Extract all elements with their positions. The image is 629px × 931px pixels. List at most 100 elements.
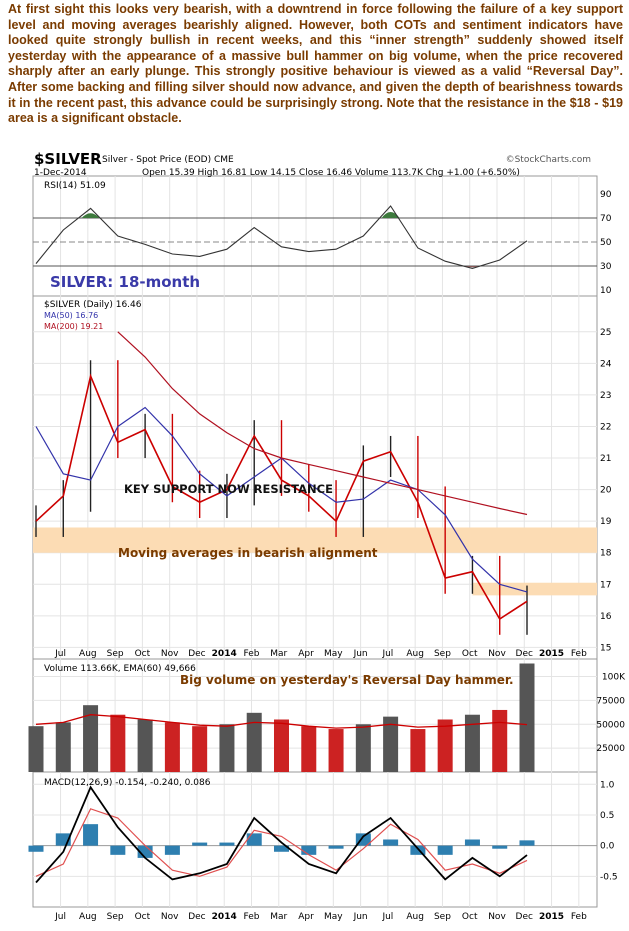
- commentary-text: At first sight this looks very bearish, …: [8, 2, 623, 126]
- rsi-y-tick: 90: [600, 190, 612, 200]
- macd-histogram-bar: [328, 845, 344, 849]
- volume-legend: Volume 113.66K, EMA(60) 49,666: [44, 664, 196, 674]
- macd-x-label: Mar: [270, 912, 287, 922]
- price-y-tick: 23: [600, 391, 611, 401]
- price-x-label: Dec: [188, 649, 205, 659]
- chart-symbol: $SILVER: [34, 150, 102, 168]
- volume-bar: [55, 722, 71, 772]
- volume-bar: [246, 712, 262, 772]
- volume-ema-line: [35, 714, 528, 729]
- volume-y-tick: 50000: [596, 720, 625, 730]
- volume-bar: [137, 719, 153, 772]
- macd-x-label: Oct: [462, 912, 478, 922]
- macd-x-label: May: [324, 912, 343, 922]
- price-x-label: Aug: [406, 649, 424, 659]
- price-panel: [32, 295, 598, 660]
- volume-bar: [164, 722, 180, 772]
- volume-y-tick: 100K: [602, 673, 626, 683]
- ma200-legend: MA(200) 19.21: [44, 322, 103, 331]
- macd-histogram-bar: [410, 845, 426, 855]
- macd-x-label: Jun: [353, 912, 368, 922]
- macd-x-label: Oct: [135, 912, 151, 922]
- macd-histogram-bar: [83, 824, 99, 846]
- price-line: [35, 373, 528, 621]
- ma200-line: [117, 331, 528, 516]
- macd-histogram-bar: [519, 840, 535, 846]
- price-x-label: 2014: [212, 649, 237, 659]
- rsi-legend: RSI(14) 51.09: [44, 181, 106, 191]
- macd-histogram-bar: [383, 839, 399, 846]
- volume-annotation: Big volume on yesterday's Reversal Day h…: [180, 673, 514, 687]
- macd-signal-line: [35, 808, 528, 877]
- price-x-label: Sep: [107, 649, 124, 659]
- price-x-label: Nov: [161, 649, 179, 659]
- volume-bar: [301, 726, 317, 772]
- volume-bar: [492, 709, 508, 772]
- price-y-tick: 19: [600, 517, 612, 527]
- chart-description: Silver - Spot Price (EOD) CME: [102, 155, 234, 165]
- macd-x-label: Aug: [406, 912, 424, 922]
- rsi-line: [35, 205, 528, 269]
- volume-bar: [437, 719, 453, 772]
- price-legend: $SILVER (Daily) 16.46: [44, 300, 142, 310]
- resistance-band-17: [472, 582, 597, 596]
- macd-histogram-bar: [246, 833, 262, 846]
- price-y-tick: 15: [600, 643, 611, 653]
- price-y-tick: 16: [600, 612, 612, 622]
- volume-bar: [219, 724, 235, 772]
- ma50-legend: MA(50) 16.76: [44, 311, 98, 320]
- macd-x-label: Feb: [571, 912, 587, 922]
- volume-bar: [110, 714, 126, 772]
- support-resistance-band: [33, 527, 597, 553]
- macd-x-label: Dec: [188, 912, 205, 922]
- macd-x-label: 2015: [539, 912, 564, 922]
- macd-histogram-bar: [301, 845, 317, 855]
- macd-x-label: Jul: [54, 912, 66, 922]
- price-x-label: Jul: [54, 649, 66, 659]
- volume-bar: [28, 726, 44, 772]
- price-x-label: Mar: [270, 649, 287, 659]
- price-x-label: Jun: [353, 649, 368, 659]
- volume-bar: [83, 705, 99, 772]
- macd-histogram-bar: [110, 845, 126, 855]
- macd-legend: MACD(12,26,9) -0.154, -0.240, 0.086: [44, 778, 211, 788]
- volume-bar: [328, 729, 344, 772]
- price-y-tick: 18: [600, 549, 612, 559]
- rsi-y-tick: 10: [600, 286, 612, 296]
- price-x-label: Dec: [516, 649, 533, 659]
- price-y-tick: 24: [600, 359, 612, 369]
- macd-histogram-bar: [28, 845, 44, 852]
- macd-x-label: 2014: [212, 912, 237, 922]
- price-y-tick: 17: [600, 580, 611, 590]
- volume-bar: [355, 724, 371, 772]
- macd-panel: [32, 771, 598, 908]
- volume-bar: [410, 729, 426, 772]
- volume-bar: [273, 719, 290, 772]
- macd-x-label: Apr: [298, 912, 314, 922]
- price-x-label: May: [324, 649, 343, 659]
- macd-x-label: Sep: [434, 912, 451, 922]
- macd-histogram-bar: [192, 842, 208, 846]
- price-x-label: Aug: [79, 649, 97, 659]
- macd-y-tick: -0.5: [600, 872, 618, 882]
- price-x-label: Jul: [381, 649, 393, 659]
- macd-histogram-bar: [437, 845, 453, 855]
- volume-bar: [383, 716, 399, 772]
- price-y-tick: 21: [600, 454, 611, 464]
- macd-x-label: Nov: [161, 912, 179, 922]
- chart-date: 1-Dec-2014: [34, 168, 87, 178]
- macd-histogram-bar: [273, 845, 290, 852]
- volume-bar: [192, 726, 208, 772]
- price-x-label: Feb: [571, 649, 587, 659]
- price-x-label: Apr: [298, 649, 314, 659]
- price-x-label: Sep: [434, 649, 451, 659]
- price-x-label: Nov: [488, 649, 506, 659]
- price-y-tick: 22: [600, 422, 611, 432]
- volume-y-tick: 75000: [596, 696, 625, 706]
- macd-y-tick: 1.0: [600, 780, 615, 790]
- macd-x-label: Sep: [107, 912, 124, 922]
- macd-x-label: Aug: [79, 912, 97, 922]
- rsi-panel: [32, 175, 598, 297]
- macd-histogram-bar: [164, 845, 180, 855]
